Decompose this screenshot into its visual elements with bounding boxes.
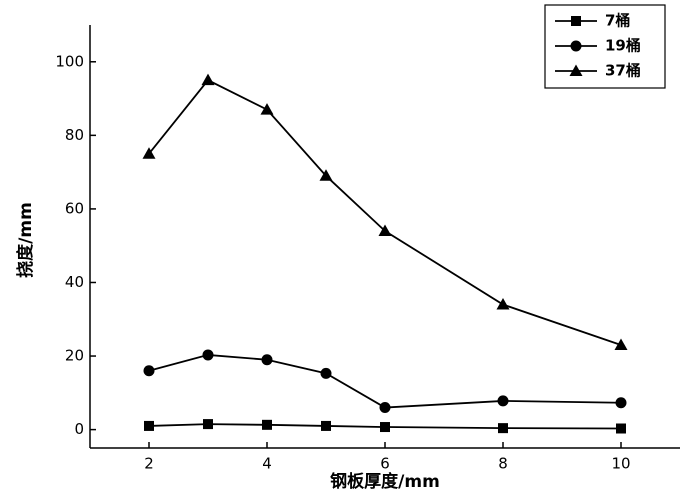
marker	[615, 397, 627, 409]
marker	[142, 147, 156, 159]
marker	[614, 338, 628, 351]
x-tick-label: 4	[262, 455, 272, 473]
series-line	[148, 79, 622, 346]
marker	[321, 420, 331, 431]
marker	[378, 224, 392, 236]
x-axis-title: 钢板厚度/mm	[330, 471, 440, 492]
y-tick-label: 0	[74, 420, 84, 438]
marker	[261, 354, 273, 366]
legend-label: 37桶	[605, 62, 641, 80]
y-tick-label: 100	[55, 52, 84, 70]
marker	[262, 419, 272, 430]
series-line	[148, 354, 622, 409]
marker	[498, 423, 508, 434]
legend-box	[544, 4, 666, 89]
x-tick-label: 8	[498, 455, 508, 473]
marker	[202, 349, 214, 361]
marker	[143, 365, 155, 377]
marker	[144, 420, 154, 431]
marker	[203, 419, 213, 430]
legend-marker	[571, 16, 581, 26]
y-tick-label: 80	[65, 126, 84, 144]
x-tick-label: 2	[144, 455, 154, 473]
legend-marker	[569, 64, 583, 76]
marker	[380, 422, 390, 433]
marker	[260, 103, 274, 115]
legend-label: 7桶	[605, 12, 630, 30]
legend-marker	[570, 40, 582, 52]
legend-label: 19桶	[605, 37, 641, 55]
y-tick-label: 40	[65, 273, 84, 291]
marker	[201, 73, 215, 86]
marker	[320, 367, 332, 379]
x-tick-label: 10	[611, 455, 630, 473]
y-axis-title: 挠度/mm	[15, 202, 36, 278]
marker	[319, 169, 333, 181]
legend: 7桶 19桶 37桶	[544, 4, 666, 89]
x-tick-label: 6	[380, 455, 390, 473]
marker	[379, 402, 391, 414]
y-tick-label: 60	[65, 199, 84, 217]
marker	[616, 423, 626, 434]
y-tick-label: 20	[65, 347, 84, 365]
marker	[497, 395, 509, 407]
marker	[496, 298, 510, 310]
